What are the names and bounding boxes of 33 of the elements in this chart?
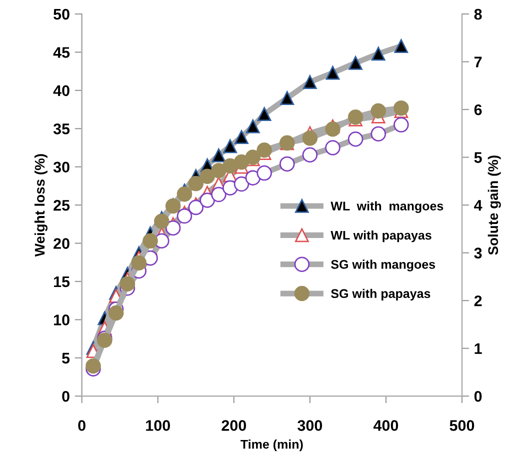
y2-tick-label: 2 xyxy=(474,295,482,306)
x-tick-label: 0 xyxy=(78,420,86,431)
y2-tick-label: 3 xyxy=(474,248,482,259)
y-tick-label: 40 xyxy=(53,85,70,96)
y2-axis-title: Solute gain (%) xyxy=(488,156,501,255)
y2-tick-label: 1 xyxy=(474,343,482,354)
legend-label: SG with mangoes xyxy=(331,260,436,272)
y-tick-label: 30 xyxy=(53,162,70,173)
legend-label: WL with papayas xyxy=(330,230,432,242)
x-axis-title: Time (min) xyxy=(240,440,303,452)
x-tick-label: 500 xyxy=(450,420,474,431)
y-tick-label: 20 xyxy=(54,238,70,249)
legend-label: WL with mangoes xyxy=(330,201,444,213)
x-tick-label: 200 xyxy=(222,420,246,431)
y-tick-label: 10 xyxy=(54,314,70,326)
y-tick-label: 0 xyxy=(62,390,70,402)
y2-tick-label: 7 xyxy=(474,56,482,68)
y2-tick-label: 0 xyxy=(474,390,482,402)
y-axis-title: Weight loss (%) xyxy=(34,154,48,257)
y-tick-label: 50 xyxy=(54,8,70,20)
y-tick-label: 35 xyxy=(53,123,70,134)
x-tick-label: 300 xyxy=(298,420,322,431)
y2-tick-label: 5 xyxy=(474,152,482,163)
y-tick-label: 5 xyxy=(62,352,70,364)
y-tick-label: 45 xyxy=(53,47,70,58)
x-tick-label: 100 xyxy=(146,420,170,431)
y-tick-label: 25 xyxy=(54,200,70,211)
y2-tick-label: 6 xyxy=(474,104,482,116)
y-tick-label: 15 xyxy=(54,276,70,288)
x-tick-label: 400 xyxy=(373,420,398,431)
legend-label: SG with papayas xyxy=(331,288,430,301)
y2-tick-label: 8 xyxy=(474,8,482,20)
y2-tick-label: 4 xyxy=(474,200,482,211)
